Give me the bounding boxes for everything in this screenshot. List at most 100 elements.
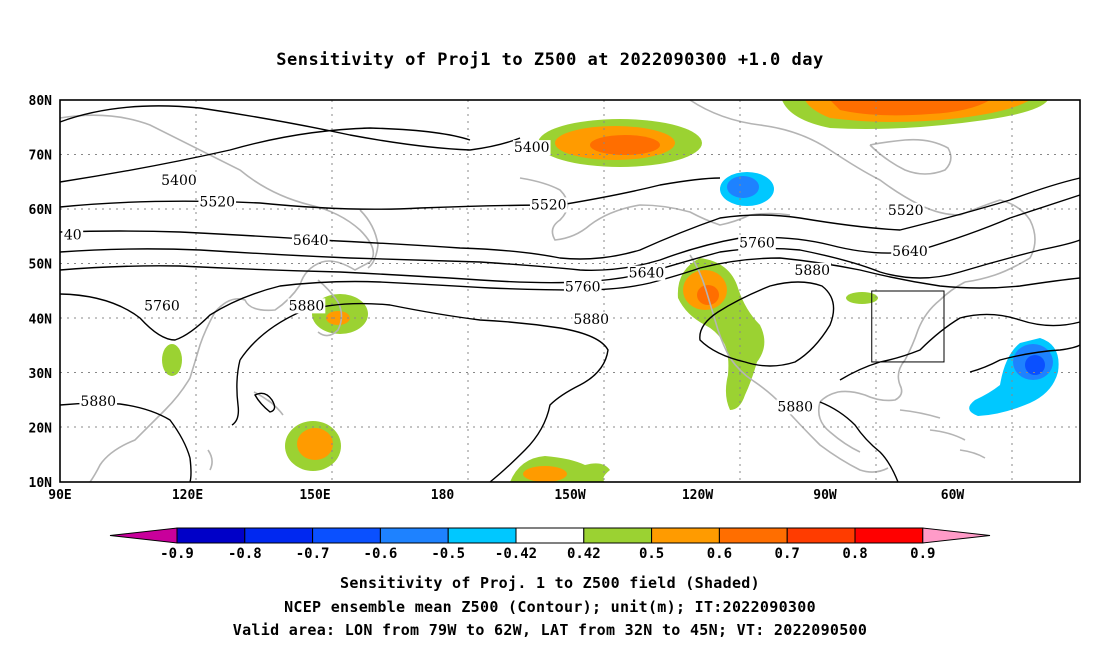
shading-layer <box>162 100 1059 482</box>
contour-label: 5880 <box>289 298 325 314</box>
contour-label-halo <box>891 243 929 259</box>
coastline-n-america-west <box>689 254 889 473</box>
coastline-hudson <box>869 138 952 175</box>
colorbar-label: -0.8 <box>228 546 262 562</box>
contour-label: 5880 <box>573 312 609 328</box>
colorbar-high-arrow <box>922 527 991 544</box>
coastline-gulf <box>817 401 861 453</box>
contour-label: 5640 <box>629 266 665 282</box>
contour-label-halo <box>886 202 925 218</box>
longitude-labels: 90E 120E 150E 180 150W 120W 90W 60W <box>48 488 964 503</box>
colorbar-label: -0.42 <box>495 546 537 562</box>
shade-positive <box>590 135 660 155</box>
colorbar-swatch <box>786 527 856 544</box>
lon-tick-label: 60W <box>941 488 965 503</box>
shade-positive <box>326 311 350 325</box>
contour-label-halo <box>291 232 330 248</box>
colorbar-swatch <box>244 527 314 544</box>
colorbar-label: -0.5 <box>431 546 465 562</box>
colorbar-label: 0.5 <box>639 546 664 562</box>
coastline-taiwan-phil <box>207 391 284 471</box>
contour-line <box>59 177 1081 260</box>
coastline-kamchatka <box>359 209 379 269</box>
contour-label: 40 <box>64 227 82 243</box>
lat-tick-label: 60N <box>29 203 53 218</box>
colorbar-swatch <box>854 527 924 544</box>
contour-label-halo <box>572 312 611 328</box>
contour-line <box>819 401 899 483</box>
contour-line <box>699 257 1081 289</box>
colorbar-swatch <box>176 527 246 544</box>
colorbar-swatch <box>651 527 720 544</box>
contour-line <box>59 177 721 210</box>
contour-line <box>59 402 192 483</box>
colorbar-low-arrow <box>109 527 178 544</box>
colorbar-swatch <box>447 527 517 544</box>
contour-line <box>699 281 835 367</box>
contour-label: 5520 <box>531 197 567 213</box>
contour-label-halo <box>79 393 118 409</box>
colorbar-swatch <box>379 527 449 544</box>
lat-tick-label: 30N <box>29 367 53 382</box>
shade-negative <box>727 176 759 198</box>
contour-label-halo <box>287 298 326 314</box>
contour-line <box>59 105 521 151</box>
contour-label-halo <box>563 279 602 295</box>
colorbar-label: 0.42 <box>567 546 601 562</box>
contour-label: 5640 <box>892 244 928 260</box>
contour-label: 5520 <box>888 203 924 219</box>
colorbar-label: 0.9 <box>910 546 935 562</box>
lon-tick-label: 150W <box>554 488 585 503</box>
colorbar-label: -0.7 <box>296 546 330 562</box>
contour-line <box>59 267 701 341</box>
contour-line <box>231 359 241 426</box>
lat-tick-label: 80N <box>29 94 53 109</box>
contour-label-halo <box>62 227 84 243</box>
lon-tick-label: 90E <box>48 488 71 503</box>
contour-label: 5760 <box>144 298 180 314</box>
lat-tick-label: 20N <box>29 421 53 436</box>
shade-positive <box>830 100 990 116</box>
contour-label-halo <box>627 265 666 281</box>
contour-line <box>839 313 1081 381</box>
contour-label: 5400 <box>161 173 197 189</box>
contour-line <box>239 302 609 483</box>
lon-tick-label: 120W <box>682 488 713 503</box>
lat-tick-label: 70N <box>29 149 53 164</box>
contour-label-halo <box>198 194 237 210</box>
lat-tick-label: 40N <box>29 312 53 327</box>
contour-label-halo <box>143 298 181 314</box>
contour-label-halo <box>160 172 198 188</box>
contour-label-halo <box>512 140 551 156</box>
contour-label: 5400 <box>514 140 550 156</box>
contour-label: 5640 <box>293 233 329 249</box>
contour-label-halo <box>776 399 815 415</box>
lat-tick-label: 50N <box>29 258 53 273</box>
colorbar-label: 0.6 <box>707 546 732 562</box>
map-frame <box>59 99 1081 483</box>
contour-line <box>969 344 1081 373</box>
valid-area-box <box>871 290 945 363</box>
contour-line <box>59 127 471 183</box>
colorbar-swatch <box>515 527 585 544</box>
shade-negative <box>1025 355 1045 375</box>
coastline-caribbean <box>899 409 986 459</box>
latitude-labels: 80N 70N 60N 50N 40N 30N 20N 10N <box>29 94 53 491</box>
contour-label: 5760 <box>565 279 601 295</box>
lat-tick-label: 10N <box>29 476 53 491</box>
colorbar-swatch <box>718 527 788 544</box>
shade-positive <box>523 466 567 482</box>
z500-contours <box>59 105 1081 483</box>
colorbar-label: 0.7 <box>775 546 800 562</box>
caption-shading: Sensitivity of Proj. 1 to Z500 field (Sh… <box>340 574 760 592</box>
shade-positive <box>846 292 878 304</box>
shade-positive <box>297 428 333 460</box>
contour-label: 5880 <box>80 394 116 410</box>
coastline-us-east <box>819 281 966 403</box>
contour-label: 5520 <box>199 195 235 211</box>
caption-valid-area: Valid area: LON from 79W to 62W, LAT fro… <box>232 621 868 639</box>
contour-line <box>254 392 276 413</box>
contour-label-halo <box>793 262 832 278</box>
